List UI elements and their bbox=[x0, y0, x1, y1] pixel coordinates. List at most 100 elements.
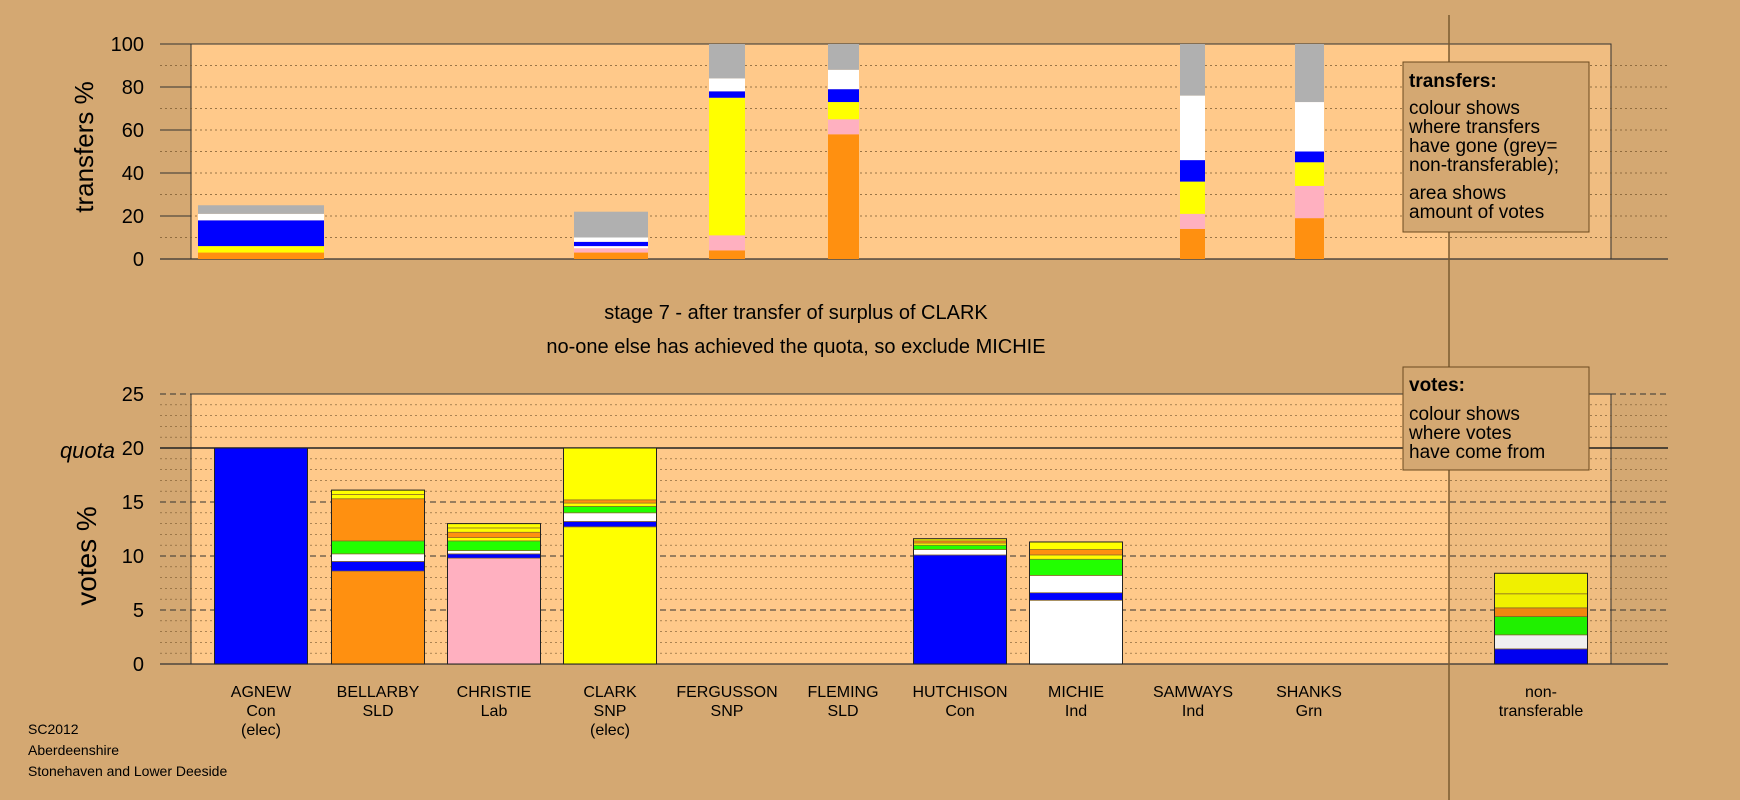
vote-segment-sld bbox=[1029, 549, 1123, 556]
transfers-legend-line: non-transferable); bbox=[1409, 155, 1559, 176]
vote-segment-ind bbox=[447, 550, 541, 555]
candidate-name: CLARK bbox=[583, 684, 637, 701]
vote-segment-sld bbox=[563, 499, 657, 504]
transfer-segment-lab bbox=[1180, 213, 1205, 229]
vote-segment-sld bbox=[447, 531, 541, 538]
vote-segment-grn bbox=[913, 544, 1007, 550]
transfer-segment-con bbox=[828, 89, 859, 103]
transfer-segment-ind bbox=[574, 246, 648, 249]
vote-segment-snp bbox=[447, 537, 541, 542]
transfer-segment-con bbox=[1295, 151, 1324, 163]
transfer-segment-lab bbox=[574, 248, 648, 253]
votes-legend: votes: colour shows where votes have com… bbox=[1402, 366, 1590, 471]
transfers-legend-title: transfers: bbox=[1409, 71, 1497, 92]
candidate-name: HUTCHISON bbox=[912, 684, 1007, 701]
votes-tick-label: 15 bbox=[122, 492, 144, 514]
vote-segment-snp bbox=[1029, 554, 1123, 560]
transfers-legend-line: amount of votes bbox=[1409, 202, 1544, 223]
vote-segment-grn bbox=[447, 540, 541, 551]
votes-panel: 0 5 10 15 20 25 votes % quota AGNEW Con (elec) B… bbox=[60, 384, 1668, 739]
vote-segment-con bbox=[214, 447, 308, 665]
vote-segment-con bbox=[331, 561, 425, 572]
vote-bar bbox=[1494, 572, 1588, 665]
transfers-legend-box bbox=[1402, 61, 1590, 233]
candidate-name: MICHIE bbox=[1048, 684, 1104, 701]
candidate-name: FERGUSSON bbox=[676, 684, 777, 701]
candidate-party: SNP bbox=[711, 703, 744, 720]
vote-segment-snp bbox=[331, 489, 425, 495]
transfer-segment-ind bbox=[1295, 102, 1324, 152]
vote-segment-lab bbox=[447, 557, 541, 665]
vote-segment-snp bbox=[1029, 541, 1123, 550]
transfer-segment-sld bbox=[828, 134, 859, 259]
vote-segment-snp bbox=[447, 523, 541, 529]
vote-segment-grn bbox=[331, 540, 425, 555]
transfer-segment-ind bbox=[574, 237, 648, 242]
candidate-name: SAMWAYS bbox=[1153, 684, 1233, 701]
candidate-status: (elec) bbox=[241, 722, 281, 739]
transfer-segment-snp bbox=[1295, 162, 1324, 186]
vote-bar bbox=[913, 538, 1007, 665]
votes-legend-line: where votes bbox=[1408, 423, 1511, 444]
transfer-segment-ind bbox=[198, 213, 324, 221]
candidate-party: Lab bbox=[481, 703, 508, 720]
votes-tick-label: 20 bbox=[122, 438, 144, 460]
vote-segment-sld bbox=[331, 570, 425, 665]
transfer-segment-sld bbox=[198, 252, 324, 259]
vote-bar-outline bbox=[1029, 541, 1123, 665]
votes-legend-line: colour shows bbox=[1409, 404, 1520, 425]
votes-tick-label: 25 bbox=[122, 384, 144, 406]
transfers-y-ticks: 0 20 40 60 80 100 bbox=[111, 34, 144, 271]
transfer-segment-nt bbox=[709, 44, 745, 79]
vote-segment-con bbox=[447, 553, 541, 559]
vote-segment-ind bbox=[1029, 575, 1123, 594]
transfers-bars bbox=[198, 44, 1324, 259]
transfer-segment-nt bbox=[574, 211, 648, 238]
transfer-segment-con bbox=[1180, 160, 1205, 182]
quota-label: quota bbox=[60, 438, 115, 463]
vote-bar bbox=[214, 447, 308, 665]
vote-bar-outline bbox=[214, 447, 308, 665]
transfer-segment-ind bbox=[709, 78, 745, 92]
vote-bar-outline bbox=[913, 538, 1007, 665]
votes-tick-label: 10 bbox=[122, 546, 144, 568]
votes-tick-label: 0 bbox=[133, 654, 144, 676]
vote-segment-grn bbox=[563, 505, 657, 514]
stage-title: stage 7 - after transfer of surplus of C… bbox=[604, 302, 988, 324]
nontransferable-label: non- bbox=[1525, 684, 1557, 701]
candidate-party: Grn bbox=[1296, 703, 1323, 720]
transfer-segment-sld bbox=[574, 252, 648, 259]
votes-plot-area bbox=[190, 393, 1612, 665]
votes-y-axis-label: votes % bbox=[71, 506, 102, 606]
vote-bar bbox=[331, 489, 425, 665]
vote-segment-grn bbox=[1029, 558, 1123, 576]
transfer-segment-nt bbox=[198, 205, 324, 214]
candidate-party: SNP bbox=[594, 703, 627, 720]
transfer-segment-sld bbox=[1180, 228, 1205, 259]
transfers-legend-line: have gone (grey= bbox=[1409, 136, 1557, 157]
transfer-segment-snp bbox=[709, 97, 745, 236]
vote-segment-ind bbox=[913, 549, 1007, 556]
transfer-segment-snp bbox=[1180, 181, 1205, 214]
transfer-segment-con bbox=[574, 241, 648, 247]
footer-election: SC2012 bbox=[28, 721, 79, 737]
transfer-segment-nt bbox=[1180, 44, 1205, 96]
transfers-tick-label: 100 bbox=[111, 34, 144, 56]
candidate-party: SLD bbox=[362, 703, 393, 720]
votes-legend-title: votes: bbox=[1409, 375, 1465, 396]
transfers-y-axis-label: transfers % bbox=[69, 81, 99, 213]
transfers-tick-label: 40 bbox=[122, 163, 144, 185]
footer-ward: Stonehaven and Lower Deeside bbox=[28, 763, 227, 779]
candidate-name: BELLARBY bbox=[337, 684, 420, 701]
transfer-segment-ind bbox=[1180, 95, 1205, 161]
transfer-segment-lab bbox=[828, 119, 859, 135]
candidate-party: Ind bbox=[1182, 703, 1204, 720]
transfers-tick-label: 80 bbox=[122, 77, 144, 99]
transfer-segment-con bbox=[709, 91, 745, 98]
candidate-party: Con bbox=[945, 703, 974, 720]
vote-segment-ind bbox=[1029, 599, 1123, 665]
transfer-segment-sld bbox=[1295, 218, 1324, 259]
vote-segment-snp bbox=[563, 526, 657, 665]
candidate-name: SHANKS bbox=[1276, 684, 1342, 701]
candidate-name: CHRISTIE bbox=[457, 684, 532, 701]
